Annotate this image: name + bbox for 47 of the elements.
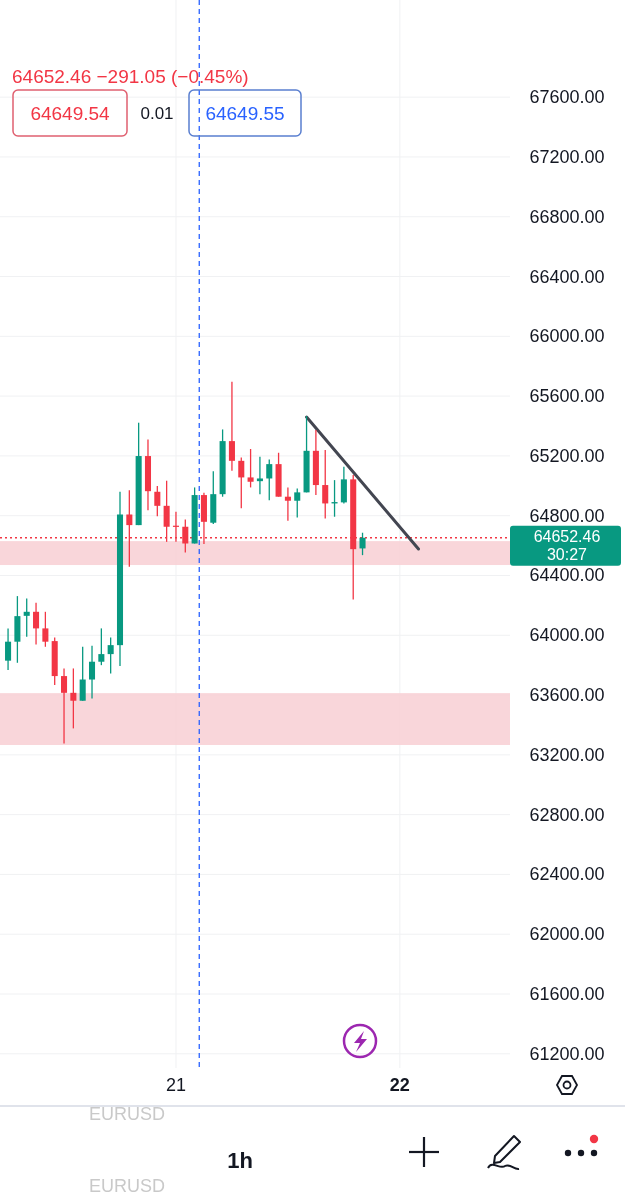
- text: 1h: [227, 1147, 253, 1173]
- annotation: 64649.55: [205, 102, 285, 124]
- annotation: 64649.54: [30, 102, 111, 124]
- candlestick: [70, 667, 77, 730]
- candlestick: [154, 485, 161, 517]
- candlestick: [79, 646, 86, 702]
- y-tick-label: 64000.00: [529, 625, 605, 646]
- x-tick-label: 21: [165, 1075, 186, 1095]
- candlestick: [5, 627, 12, 671]
- candlestick: [88, 645, 96, 700]
- y-tick-label: 62000.00: [529, 924, 605, 945]
- y-tick-label: 66000.00: [529, 326, 605, 347]
- y-tick-label: 63200.00: [529, 744, 605, 765]
- y-tick-label: 65200.00: [529, 445, 605, 466]
- y-tick-label: 61200.00: [529, 1043, 605, 1064]
- candlestick: [256, 456, 263, 495]
- candlestick: [33, 602, 40, 646]
- annotation: 0.01: [140, 103, 174, 123]
- candlestick: [42, 611, 49, 648]
- text: 30:27: [546, 546, 588, 564]
- y-tick-label: 61600.00: [529, 984, 605, 1005]
- candlestick: [107, 636, 114, 675]
- candlestick: [284, 486, 291, 522]
- candlestick: [340, 466, 347, 505]
- candlestick: [23, 597, 30, 638]
- y-tick-label: 66400.00: [529, 266, 605, 287]
- y-tick-label: 64400.00: [529, 565, 605, 586]
- x-tick-label: 22: [389, 1075, 410, 1095]
- candlestick: [266, 458, 273, 501]
- candlestick: [359, 532, 366, 556]
- y-tick-label: 62400.00: [529, 864, 605, 885]
- candlestick: [322, 449, 329, 520]
- ref-line-label: 64652.46: [533, 528, 601, 546]
- y-tick-label: 63600.00: [529, 685, 605, 706]
- candlestick: [247, 448, 254, 489]
- y-tick-label: 64800.00: [529, 505, 605, 526]
- candlestick: [98, 627, 105, 666]
- candlestick: [228, 381, 235, 472]
- candlestick: [238, 456, 245, 510]
- candlestick: [294, 487, 301, 519]
- y-tick-label: 67600.00: [529, 87, 605, 108]
- y-tick-label: 65600.00: [529, 386, 605, 407]
- annotation: 64652.46 −291.05 (−0.45%): [12, 65, 249, 87]
- y-tick-label: 67200.00: [529, 146, 605, 167]
- y-tick-label: 62800.00: [529, 804, 605, 825]
- y-tick-label: 66800.00: [529, 206, 605, 227]
- candlestick: [61, 667, 68, 745]
